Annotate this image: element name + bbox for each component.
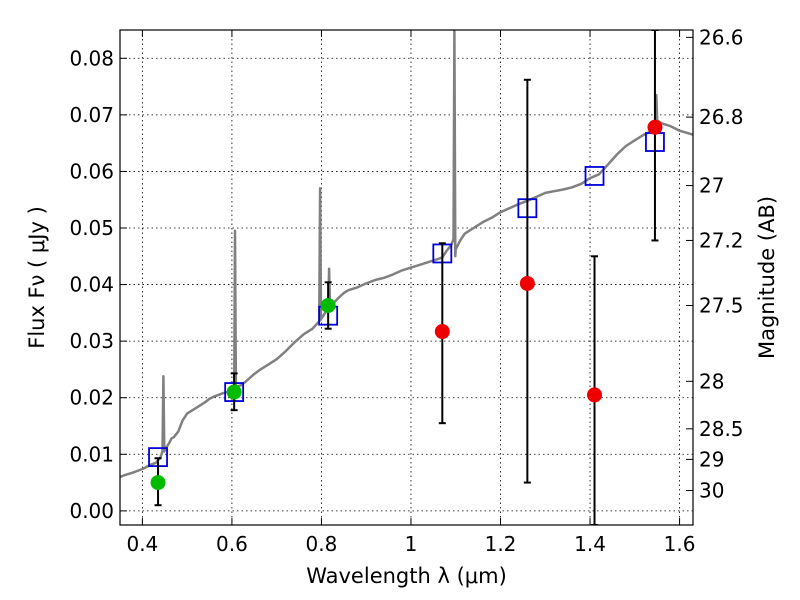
plot-frame	[119, 29, 694, 526]
y2-axis-label: Magnitude (AB)	[755, 196, 779, 359]
x-tick-label: 1	[405, 532, 418, 556]
y-axis-label: Flux Fν ( μJy )	[25, 206, 49, 349]
y2-tick-label: 26.8	[699, 105, 744, 129]
y2-tick-label: 26.6	[699, 25, 744, 49]
y2-tick-label: 29	[699, 447, 724, 471]
y-tick-label: 0.00	[69, 499, 114, 523]
y2-tick-label: 30	[699, 478, 724, 502]
x-tick-label: 1.6	[664, 532, 696, 556]
detection-point	[320, 298, 336, 314]
y-tick-label: 0.07	[69, 103, 114, 127]
x-axis-label: Wavelength λ (μm)	[306, 564, 507, 588]
y2-tick-label: 27.2	[699, 228, 744, 252]
y2-tick-label: 27	[699, 174, 724, 198]
observed-flux-point	[434, 324, 450, 340]
tick-layer: 0.4 0.6 0.8 1 1.2 1.4 1.6 0.00 0.01 0.02 0.03 0.04 0…	[69, 25, 743, 556]
y-tick-label: 0.06	[69, 159, 114, 183]
x-tick-label: 0.8	[306, 532, 338, 556]
detection-point	[150, 475, 166, 491]
y2-tick-label: 28	[699, 369, 724, 393]
observed-flux-point	[519, 275, 535, 291]
x-tick-label: 0.4	[126, 532, 158, 556]
y-tick-label: 0.05	[69, 216, 114, 240]
y-tick-label: 0.02	[69, 386, 114, 410]
observed-flux-point	[587, 387, 603, 403]
plot-layer	[120, 30, 693, 525]
x-tick-label: 1.4	[574, 532, 606, 556]
model-photometry-square	[584, 166, 605, 186]
model-spectrum-line	[120, 30, 693, 479]
y2-tick-label: 27.5	[699, 294, 744, 318]
observed-flux-point	[647, 119, 663, 135]
y-tick-label: 0.04	[69, 273, 114, 297]
x-tick-label: 0.6	[216, 532, 248, 556]
x-tick-label: 1.2	[485, 532, 517, 556]
y-tick-label: 0.03	[69, 329, 114, 353]
grid-layer	[120, 30, 693, 525]
y-tick-label: 0.01	[69, 442, 114, 466]
detection-point	[226, 384, 242, 400]
y2-tick-label: 28.5	[699, 417, 744, 441]
y-tick-label: 0.08	[69, 46, 114, 70]
